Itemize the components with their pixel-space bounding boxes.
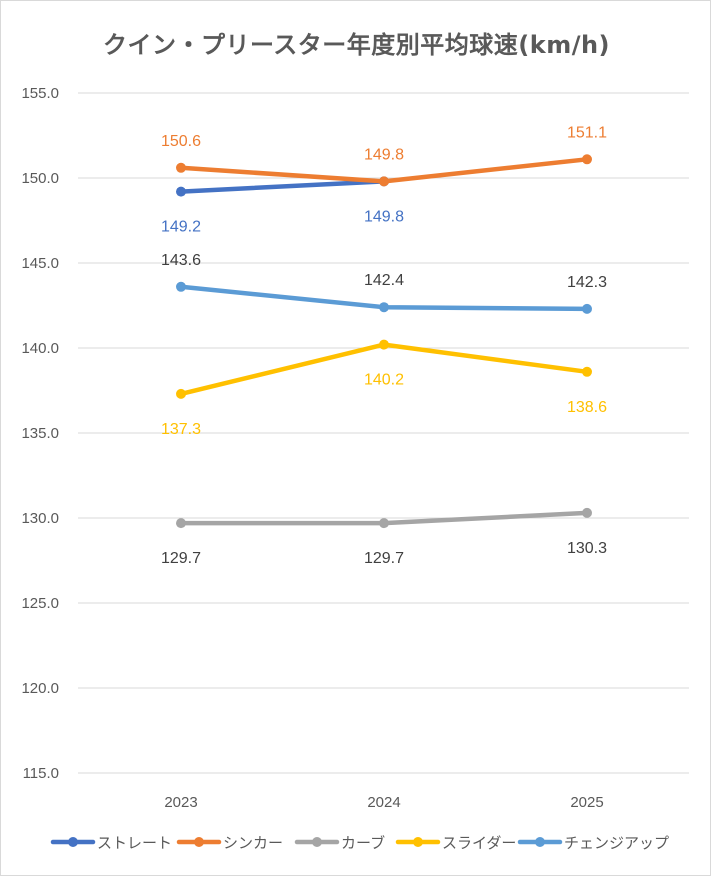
data-label: 142.3 [567,274,607,291]
series-marker [176,162,186,173]
y-tick-label: 145.0 [21,255,59,272]
chart-title: クイン・プリースター年度別平均球速(km/h) [102,31,611,59]
data-label: 140.2 [364,372,404,389]
legend-marker [194,837,204,847]
legend-label: シンカー [223,834,283,852]
series-marker [379,302,389,313]
data-label: 149.2 [161,219,201,236]
data-label: 129.7 [364,550,404,567]
y-tick-label: 150.0 [21,170,59,187]
x-tick-label: 2025 [570,794,603,811]
data-label: 143.6 [161,252,201,269]
series-line [178,179,387,194]
series-marker [379,518,389,529]
y-tick-label: 155.0 [21,85,59,102]
series-marker [582,366,592,377]
x-tick-label: 2024 [367,794,400,811]
series-marker [379,339,389,350]
legend-marker [68,837,78,847]
y-tick-label: 125.0 [21,595,59,612]
data-label: 150.6 [161,133,201,150]
series-marker [582,303,592,314]
data-label: 149.8 [364,146,404,163]
data-label: 138.6 [567,399,607,416]
series-marker [582,507,592,518]
data-label: 129.7 [161,550,201,567]
legend-marker [535,837,545,847]
y-tick-label: 135.0 [21,425,59,442]
series-marker [176,518,186,529]
series-marker [176,388,186,399]
legend-label: カーブ [341,834,385,852]
legend-label: ストレート [97,834,172,852]
series-marker [176,186,186,197]
series-marker [379,176,389,187]
series-marker [176,281,186,292]
y-tick-label: 120.0 [21,680,59,697]
data-label: 149.8 [364,208,404,225]
y-tick-label: 115.0 [23,765,59,782]
data-label: 130.3 [567,540,607,557]
y-tick-label: 140.0 [21,340,59,357]
legend-marker [312,837,322,847]
data-label: 142.4 [364,272,404,289]
y-tick-label: 130.0 [21,510,59,527]
series-marker [582,154,592,165]
legend-label: スライダー [442,834,516,852]
data-label: 137.3 [161,421,201,438]
x-tick-label: 2023 [164,794,197,811]
legend-marker [413,837,423,847]
data-label: 151.1 [567,124,607,141]
legend-label: チェンジアップ [564,834,669,852]
